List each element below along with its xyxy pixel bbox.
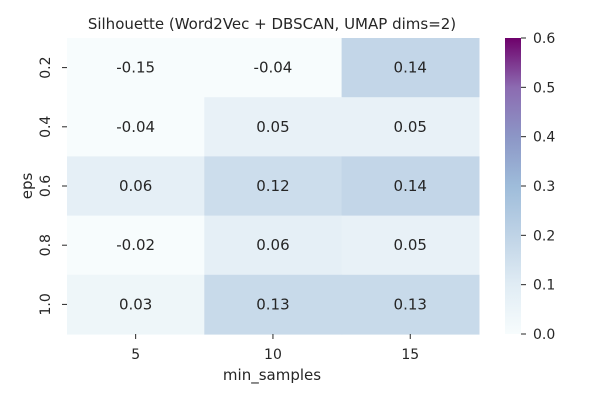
- heatmap-cell: [67, 97, 205, 157]
- heatmap-cells: -0.15 -0.04 0.14 -0.04 0.05 0.05 0.06 0.12 0.14 -…: [67, 38, 480, 335]
- chart-title: Silhouette (Word2Vec + DBSCAN, UMAP dims…: [88, 15, 456, 33]
- heatmap-cell: [341, 38, 480, 98]
- cell-value-label: 0.06: [119, 177, 152, 195]
- heatmap-cell: [204, 156, 343, 217]
- heatmap-cell: [204, 215, 343, 276]
- heatmap-cell: [67, 38, 205, 98]
- heatmap-cell: [341, 215, 480, 276]
- heatmap-cell: [204, 274, 343, 335]
- cell-value-label: -0.04: [254, 59, 293, 77]
- cell-value-label: 0.14: [394, 59, 427, 77]
- cell-value-label: 0.05: [394, 118, 427, 136]
- cell-value-label: -0.04: [116, 118, 155, 136]
- colorbar-tick-label: 0.3: [533, 179, 555, 195]
- heatmap-cell: [341, 97, 480, 157]
- y-axis-label: eps: [18, 173, 36, 200]
- cell-value-label: 0.06: [256, 236, 289, 254]
- x-tick-label: 10: [264, 347, 282, 363]
- heatmap-cell: [67, 274, 205, 335]
- cell-value-label: -0.02: [116, 236, 155, 254]
- colorbar-tick-label: 0.2: [533, 228, 555, 244]
- cell-value-label: 0.05: [256, 118, 289, 136]
- cell-value-label: 0.14: [394, 177, 427, 195]
- colorbar-tick-label: 0.0: [533, 327, 555, 343]
- x-tick-labels: 5 10 15: [131, 334, 419, 363]
- y-tick-label: 0.2: [38, 56, 54, 78]
- x-axis-label: min_samples: [223, 366, 321, 385]
- y-tick-label: 0.4: [38, 116, 54, 138]
- x-tick-label: 15: [401, 347, 419, 363]
- colorbar-tick-label: 0.6: [533, 31, 555, 47]
- heatmap-cell: [204, 38, 343, 98]
- y-tick-label: 1.0: [38, 293, 54, 315]
- cell-value-label: 0.13: [394, 295, 427, 313]
- cell-value-label: 0.03: [119, 295, 152, 313]
- heatmap-cell: [67, 156, 205, 217]
- colorbar-tick-label: 0.4: [533, 130, 555, 146]
- y-tick-label: 0.8: [38, 234, 54, 256]
- cell-value-label: 0.12: [256, 177, 289, 195]
- x-tick-label: 5: [131, 347, 140, 363]
- heatmap-cell: [204, 97, 343, 157]
- heatmap-cell: [341, 274, 480, 335]
- colorbar: [505, 38, 521, 334]
- cell-value-label: 0.05: [394, 236, 427, 254]
- colorbar-tick-label: 0.5: [533, 80, 555, 96]
- y-tick-label: 0.6: [38, 175, 54, 197]
- y-tick-labels: 0.2 0.4 0.6 0.8 1.0: [38, 56, 67, 316]
- heatmap-cell: [67, 215, 205, 276]
- heatmap-cell: [341, 156, 480, 217]
- cell-value-label: 0.13: [256, 295, 289, 313]
- colorbar-ticks: 0.0 0.1 0.2 0.3 0.4 0.5 0.6: [521, 31, 555, 343]
- cell-value-label: -0.15: [116, 59, 155, 77]
- colorbar-tick-label: 0.1: [533, 278, 555, 294]
